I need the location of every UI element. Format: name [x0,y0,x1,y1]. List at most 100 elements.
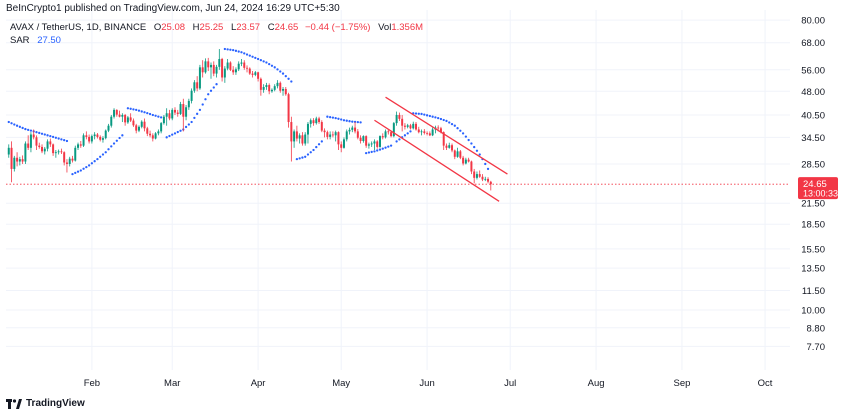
candle-body [168,113,171,119]
price-tick-label: 8.80 [807,323,826,334]
sar-dot [198,108,202,112]
candle-body [46,141,49,149]
candle-body [232,69,235,73]
grid [6,10,790,370]
time-axis[interactable]: Feb Mar Apr May Jun Jul Aug Sep Oct [84,378,773,389]
time-tick-label: Jul [504,378,516,389]
sar-dot [320,140,323,143]
candle-body [52,144,55,154]
candle-body [401,118,404,126]
sar-dot [212,86,215,89]
price-tick-label: 48.00 [801,87,825,98]
sar-dot [234,49,238,52]
sar-dot [46,134,49,137]
time-tick-label: Sep [674,378,691,389]
candle-body [373,141,376,144]
sar-dot [270,64,274,67]
sar-dot [196,112,199,115]
sar-dot [348,120,351,123]
candle-body [32,134,35,138]
symbol-label[interactable]: AVAX / TetherUS, 1D, BINANCE [10,22,147,33]
sar-dot [24,127,27,131]
sar-dot [428,114,432,118]
sar-dot [60,138,63,141]
sar-dot [337,117,340,120]
sar-dot [190,120,193,124]
candle-body [395,114,398,124]
candle-body [390,132,393,137]
candle-body [268,85,271,92]
sar-dot [71,172,74,176]
sar-dot [21,126,24,130]
sar-dot [464,135,468,138]
sar-dot [151,113,154,117]
candle-body [415,123,418,130]
sar-dot [115,139,118,142]
candle-body [198,67,201,89]
sar-dot [309,151,312,154]
candle-body [101,138,104,140]
candle-body [27,143,30,148]
sar-dot [331,116,335,119]
sar-row: SAR 27.50 [10,34,423,47]
sar-dot [104,151,107,154]
open-key: O [153,22,162,33]
sar-dot [315,145,318,149]
sar-dot [478,153,481,156]
candle-body [270,89,273,92]
sar-dot [96,157,99,161]
candle-body [49,141,52,145]
sar-dot [229,48,232,51]
sar-key[interactable]: SAR [10,35,30,46]
candle-body [453,150,456,157]
candle-body [426,132,429,134]
sar-dot [159,116,163,119]
candle-body [484,178,487,180]
candle-body [487,178,490,182]
sar-dot [437,116,440,120]
price-axis[interactable]: 80.00 68.00 56.00 48.00 40.50 34.50 28.50 21.50… [801,16,825,353]
sar-dot [248,54,251,57]
candle-body [431,129,434,136]
candle-body [342,139,345,148]
sar-dot [484,162,487,166]
sar-dot [387,145,390,148]
sar-dot [215,83,218,86]
sar-dot [265,61,268,64]
low-key: L [230,22,237,33]
sar-dot [54,136,58,139]
candle-body [381,136,384,138]
channel-trendline [385,96,508,175]
sar-dot [146,111,149,115]
candle-body [362,136,365,142]
sar-dot [359,121,362,124]
candle-body [473,171,476,178]
last-price-value: 24.65 [803,179,827,190]
candle-body [470,161,473,172]
sar-dot [306,153,310,156]
sar-dot [245,53,249,56]
candle-body [234,69,237,73]
candle-body [107,125,110,131]
candle-body [110,116,113,126]
candle-body [240,62,243,64]
candle-body [459,151,462,158]
candle-body [229,62,232,70]
candle-body [262,86,265,90]
sar-dot [295,157,299,161]
candle-body [243,62,246,68]
candle-body [329,134,332,137]
sar-dot [79,169,82,172]
candle-body [24,143,27,162]
candle-body [126,117,129,123]
price-tick-label: 56.00 [801,65,825,76]
sar-dot [281,72,285,75]
sar-dot [262,60,265,63]
tradingview-footer[interactable]: TradingView [6,398,85,409]
sar-dot [279,70,282,73]
change-value: −0.44 (−1.75%) [304,22,371,33]
candle-body [279,82,282,91]
candle-body [423,131,426,133]
low-value: 23.57 [236,22,261,33]
